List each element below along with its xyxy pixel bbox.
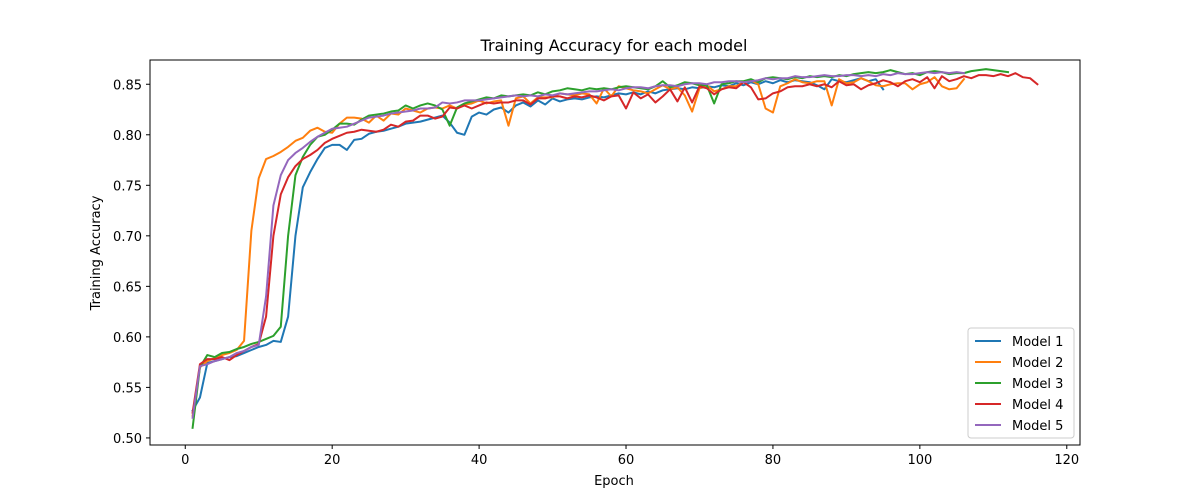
legend-label-model-5: Model 5 [1012,419,1063,434]
y-tick-label: 0.65 [113,280,142,295]
x-tick-label: 0 [181,453,189,468]
series-lines [191,68,1039,429]
series-line-model-2 [191,76,966,417]
y-tick-label: 0.50 [113,432,142,447]
y-axis-label: Training Accuracy [89,195,104,311]
legend-label-model-2: Model 2 [1012,356,1063,371]
legend-label-model-4: Model 4 [1012,398,1063,413]
x-axis-label: Epoch [594,474,634,489]
y-tick-label: 0.85 [113,78,142,93]
series-line-model-4 [191,72,1039,414]
x-tick-label: 40 [471,453,488,468]
series-line-model-3 [191,68,1010,429]
y-tick-label: 0.70 [113,230,142,245]
series-line-model-5 [191,71,966,419]
y-tick-label: 0.80 [113,129,142,144]
legend-box [967,327,1075,439]
x-tick-label: 60 [618,453,635,468]
y-tick-label: 0.75 [113,179,142,194]
x-tick-label: 100 [907,453,932,468]
plot-area-frame [149,59,1081,446]
y-tick-label: 0.60 [113,331,142,346]
legend-label-model-3: Model 3 [1012,377,1063,392]
series-line-model-1 [191,77,885,413]
legend: Model 1 Model 2 Model 3 Model 4 Model 5 [967,327,1075,439]
chart-title: Training Accuracy for each model [480,36,748,55]
x-tick-label: 80 [765,453,782,468]
axis-ticks: 0 20 40 60 80 100 120 0.50 0.55 0.60 0.65 0.70 0.75 0… [113,78,1079,468]
legend-label-model-1: Model 1 [1012,335,1063,350]
y-tick-label: 0.55 [113,381,142,396]
x-tick-label: 20 [324,453,341,468]
x-tick-label: 120 [1054,453,1079,468]
